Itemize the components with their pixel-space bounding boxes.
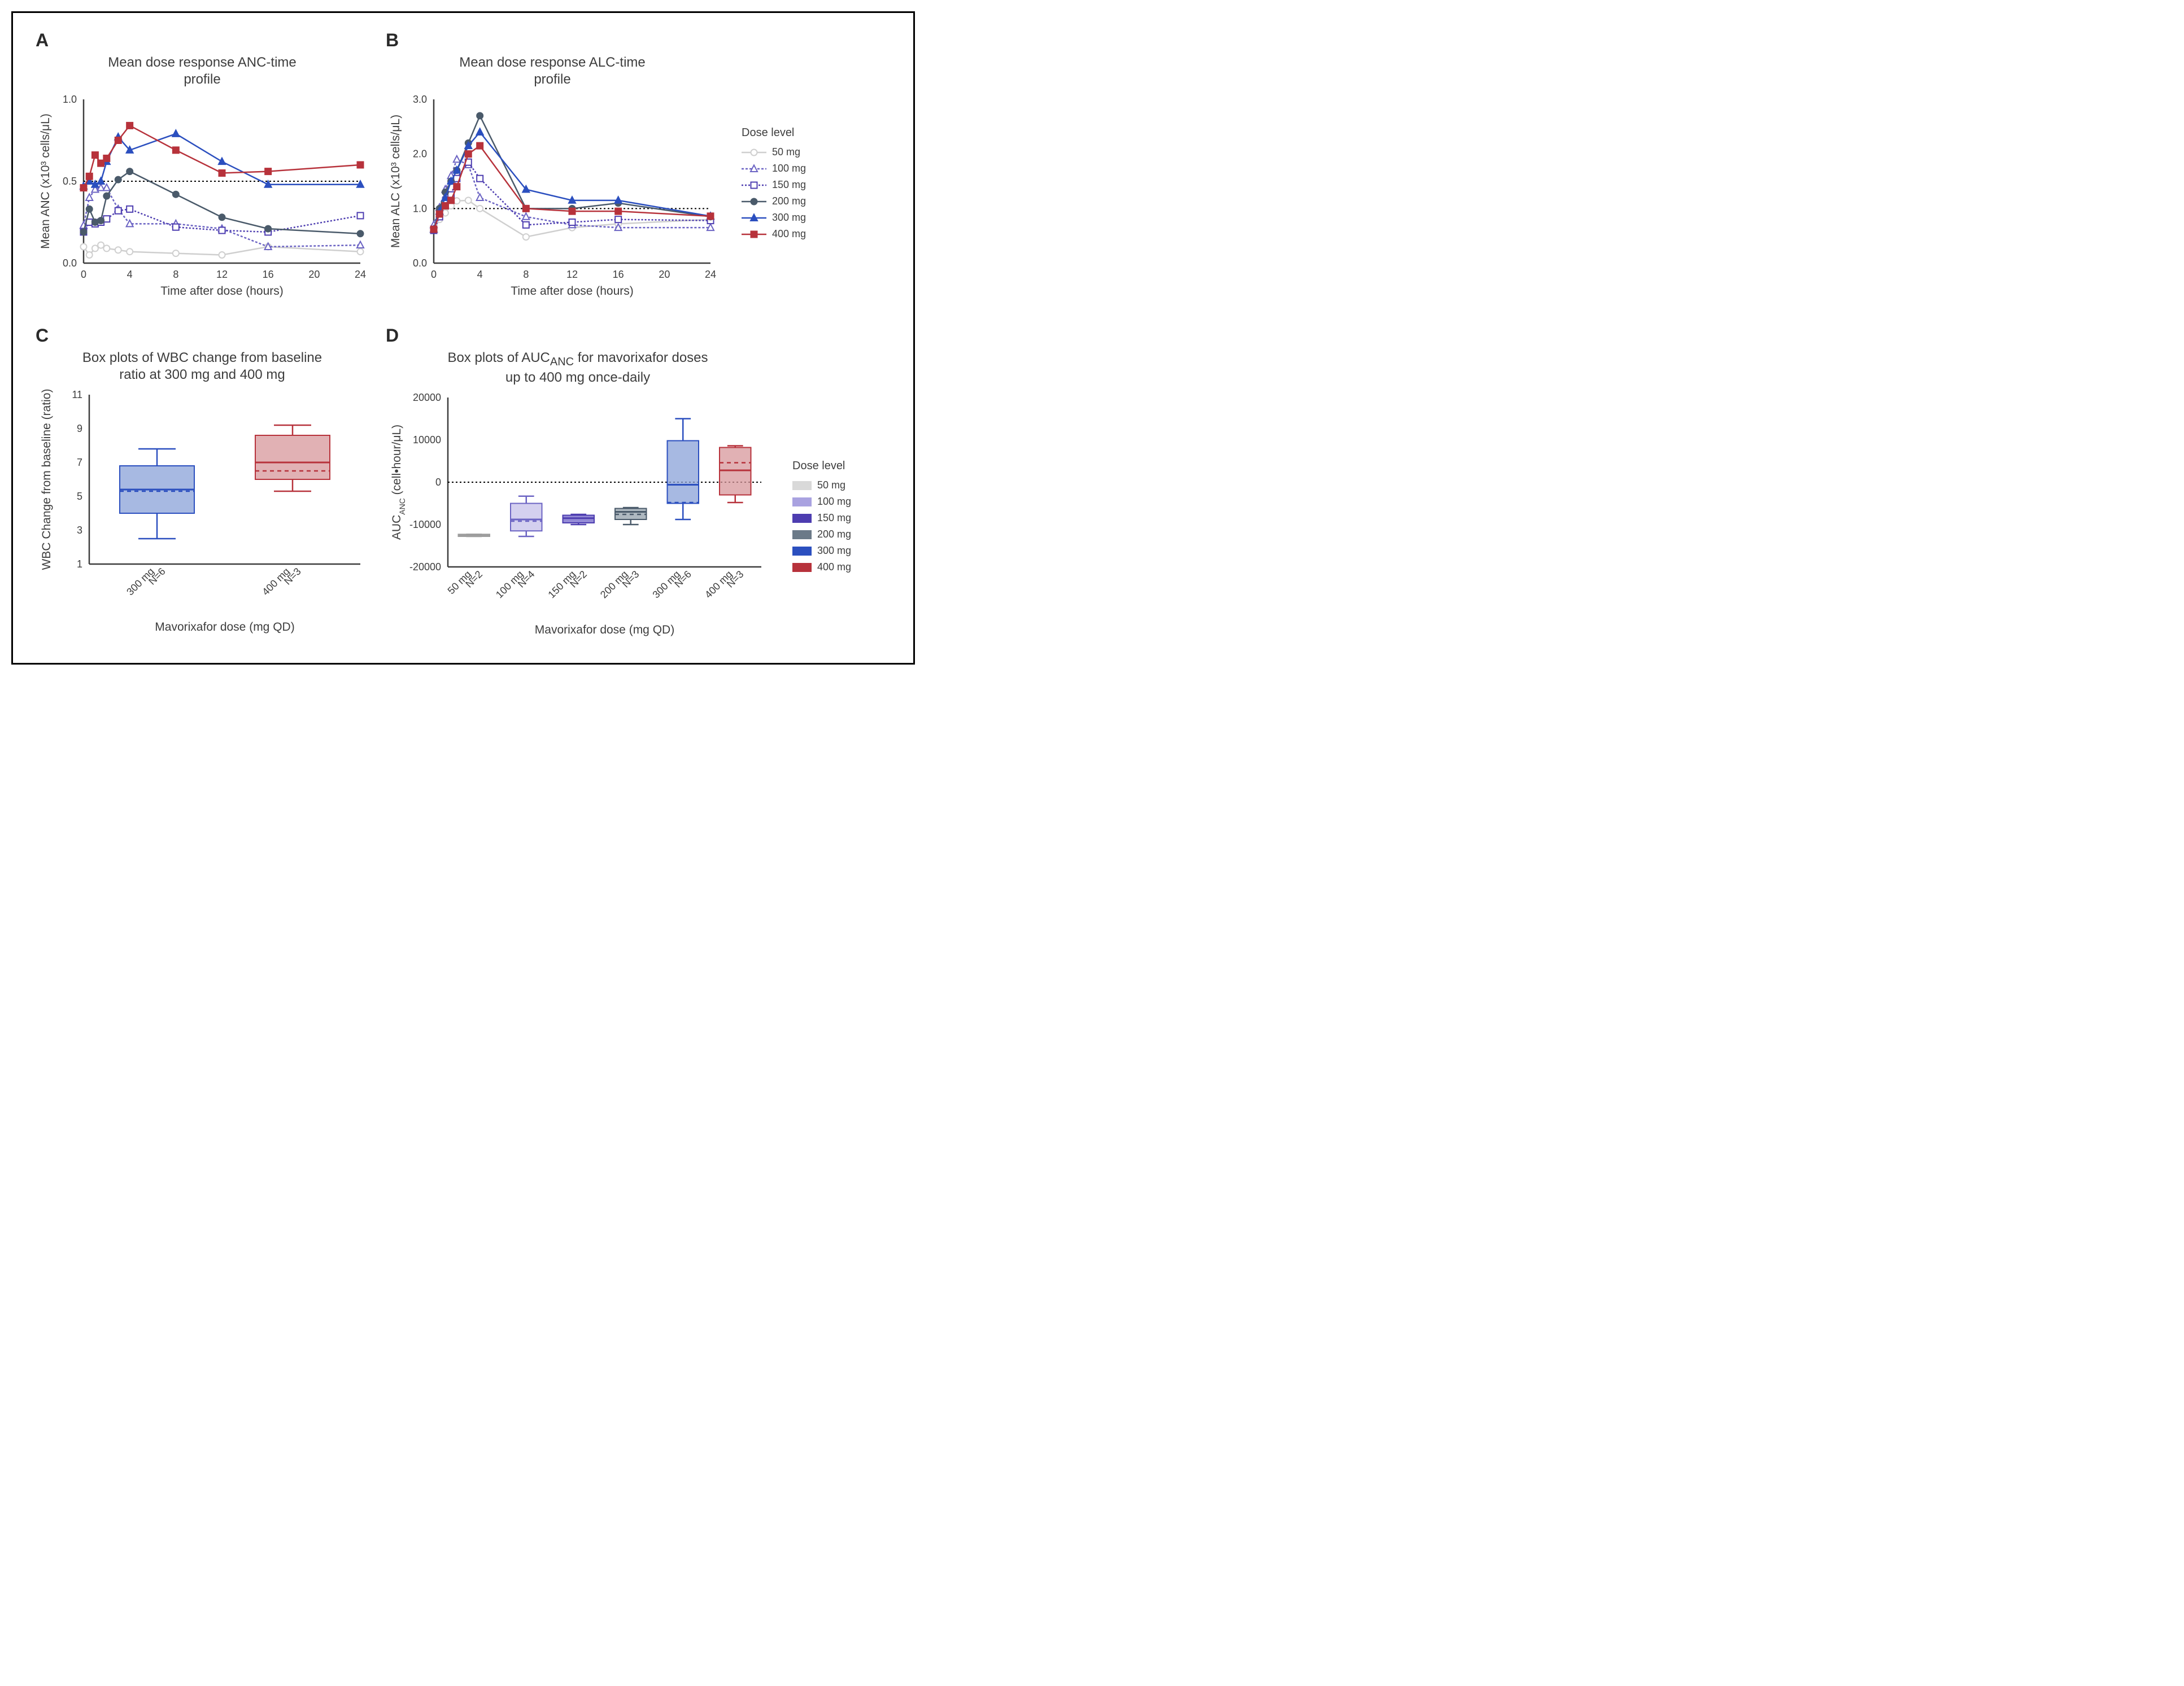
svg-text:2.0: 2.0 bbox=[413, 148, 427, 160]
svg-text:0.0: 0.0 bbox=[63, 257, 77, 269]
svg-text:8: 8 bbox=[523, 269, 529, 280]
box-legend-item: 400 mg bbox=[792, 561, 894, 573]
svg-text:5: 5 bbox=[77, 491, 82, 502]
panel-C-label: C bbox=[36, 325, 369, 346]
svg-text:24: 24 bbox=[355, 269, 366, 280]
chart-A-svg: 0 4 8 12 16 20 24 0.0 0.5 1.0 Time after dose (hou… bbox=[36, 94, 369, 303]
row-2: C Box plots of WBC change from baseliner… bbox=[36, 325, 891, 640]
svg-text:Mean ALC (x10³ cells/μL): Mean ALC (x10³ cells/μL) bbox=[389, 115, 402, 248]
svg-text:-10000: -10000 bbox=[409, 519, 441, 530]
svg-text:20000: 20000 bbox=[413, 392, 441, 403]
legend-label: 200 mg bbox=[817, 528, 851, 540]
svg-text:20: 20 bbox=[659, 269, 670, 280]
svg-text:1.0: 1.0 bbox=[413, 203, 427, 214]
legend-label: 50 mg bbox=[772, 146, 800, 158]
svg-text:Mavorixafor dose (mg QD): Mavorixafor dose (mg QD) bbox=[535, 623, 674, 636]
panel-B-title: Mean dose response ALC-timeprofile bbox=[386, 54, 719, 88]
legend-label: 200 mg bbox=[772, 195, 806, 207]
figure-container: A Mean dose response ANC-timeprofile 0 4 8… bbox=[11, 11, 915, 665]
panel-D-label: D bbox=[386, 325, 770, 346]
legend-swatch bbox=[792, 563, 812, 572]
svg-text:Mavorixafor dose (mg QD): Mavorixafor dose (mg QD) bbox=[155, 621, 294, 634]
svg-text:10000: 10000 bbox=[413, 434, 441, 445]
legend-label: 150 mg bbox=[772, 179, 806, 191]
svg-text:8: 8 bbox=[173, 269, 178, 280]
legend-swatch bbox=[792, 481, 812, 490]
line-legend-title: Dose level bbox=[742, 126, 866, 139]
legend-swatch bbox=[792, 497, 812, 506]
line-legend: Dose level 50 mg 100 mg 150 mg 200 mg 300 mg 4… bbox=[736, 64, 866, 303]
panel-B-label: B bbox=[386, 30, 719, 51]
box-legend-item: 300 mg bbox=[792, 545, 894, 557]
panel-D: D Box plots of AUCANC for mavorixafor do… bbox=[386, 325, 770, 640]
svg-text:16: 16 bbox=[263, 269, 274, 280]
legend-swatch bbox=[792, 547, 812, 556]
svg-text:0: 0 bbox=[431, 269, 437, 280]
svg-text:20: 20 bbox=[308, 269, 320, 280]
svg-text:0.5: 0.5 bbox=[63, 176, 77, 187]
legend-label: 100 mg bbox=[772, 163, 806, 174]
legend-label: 400 mg bbox=[817, 561, 851, 573]
legend-swatch bbox=[792, 530, 812, 539]
panel-A-label: A bbox=[36, 30, 369, 51]
svg-text:WBC Change from baseline (rati: WBC Change from baseline (ratio) bbox=[40, 389, 53, 570]
box-legend-title: Dose level bbox=[792, 460, 894, 473]
svg-text:3: 3 bbox=[77, 525, 82, 536]
svg-text:Time after dose (hours): Time after dose (hours) bbox=[511, 285, 633, 298]
box-legend-item: 150 mg bbox=[792, 512, 894, 524]
svg-text:Time after dose (hours): Time after dose (hours) bbox=[160, 285, 283, 298]
legend-label: 300 mg bbox=[772, 212, 806, 224]
panel-D-title: Box plots of AUCANC for mavorixafor dose… bbox=[386, 350, 770, 386]
svg-text:24: 24 bbox=[705, 269, 716, 280]
chart-D-svg: -20000-100000100002000050 mgN=2100 mgN=4… bbox=[386, 392, 770, 640]
chart-C-svg: 1357911300 mgN=6400 mgN=3Mavorixafor dos… bbox=[36, 389, 369, 637]
panel-A: A Mean dose response ANC-timeprofile 0 4 8… bbox=[36, 30, 369, 303]
svg-text:4: 4 bbox=[127, 269, 133, 280]
svg-text:-20000: -20000 bbox=[409, 561, 441, 573]
svg-text:4: 4 bbox=[477, 269, 483, 280]
box-legend: Dose level 50 mg 100 mg 150 mg 200 mg 300 mg 4… bbox=[787, 393, 894, 640]
svg-text:7: 7 bbox=[77, 457, 82, 468]
svg-text:0: 0 bbox=[81, 269, 86, 280]
line-legend-item: 200 mg bbox=[742, 195, 866, 207]
box-legend-item: 50 mg bbox=[792, 479, 894, 491]
svg-text:3.0: 3.0 bbox=[413, 94, 427, 105]
svg-text:9: 9 bbox=[77, 423, 82, 434]
legend-label: 100 mg bbox=[817, 496, 851, 508]
svg-text:AUCANC (cell•hour/μL): AUCANC (cell•hour/μL) bbox=[390, 425, 407, 540]
legend-label: 300 mg bbox=[817, 545, 851, 557]
svg-text:1.0: 1.0 bbox=[63, 94, 77, 105]
legend-label: 50 mg bbox=[817, 479, 845, 491]
svg-text:12: 12 bbox=[216, 269, 228, 280]
legend-label: 400 mg bbox=[772, 228, 806, 240]
line-legend-item: 100 mg bbox=[742, 163, 866, 174]
panel-A-title: Mean dose response ANC-timeprofile bbox=[36, 54, 369, 88]
box-legend-item: 200 mg bbox=[792, 528, 894, 540]
svg-text:0: 0 bbox=[435, 477, 441, 488]
line-legend-item: 300 mg bbox=[742, 212, 866, 224]
svg-text:16: 16 bbox=[613, 269, 624, 280]
svg-text:1: 1 bbox=[77, 558, 82, 570]
legend-label: 150 mg bbox=[817, 512, 851, 524]
box-legend-item: 100 mg bbox=[792, 496, 894, 508]
line-legend-item: 50 mg bbox=[742, 146, 866, 158]
chart-B-svg: 0 4 8 12 16 20 24 0.0 1.0 2.0 3.0 Time after dose (… bbox=[386, 94, 719, 303]
line-legend-item: 400 mg bbox=[742, 228, 866, 240]
panel-B: B Mean dose response ALC-timeprofile 0 4 8… bbox=[386, 30, 719, 303]
panel-C-title: Box plots of WBC change from baselinerat… bbox=[36, 350, 369, 383]
svg-text:0.0: 0.0 bbox=[413, 257, 427, 269]
legend-swatch bbox=[792, 514, 812, 523]
svg-text:12: 12 bbox=[566, 269, 578, 280]
panel-C: C Box plots of WBC change from baseliner… bbox=[36, 325, 369, 640]
line-legend-item: 150 mg bbox=[742, 179, 866, 191]
svg-text:11: 11 bbox=[72, 389, 82, 400]
row-1: A Mean dose response ANC-timeprofile 0 4 8… bbox=[36, 30, 891, 303]
svg-text:Mean ANC (x10³ cells/μL): Mean ANC (x10³ cells/μL) bbox=[39, 113, 52, 249]
